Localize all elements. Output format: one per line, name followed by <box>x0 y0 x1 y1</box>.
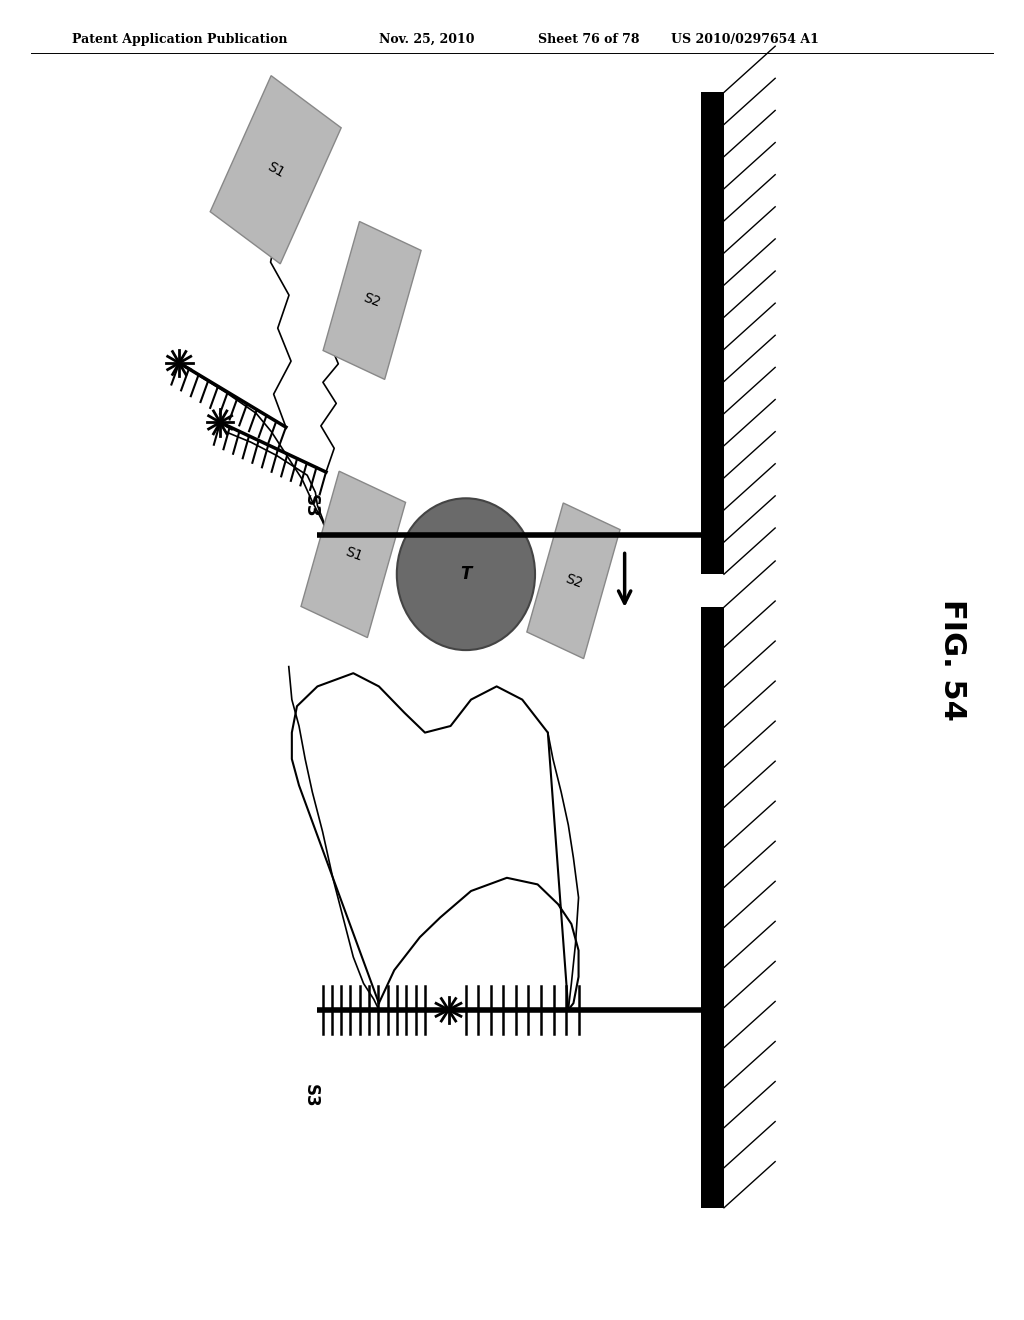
Text: S3: S3 <box>302 494 321 517</box>
Text: S3: S3 <box>302 1084 321 1107</box>
FancyBboxPatch shape <box>324 222 421 379</box>
Text: FIG. 54: FIG. 54 <box>938 599 967 721</box>
Text: S1: S1 <box>343 545 364 564</box>
Text: Nov. 25, 2010: Nov. 25, 2010 <box>379 33 474 46</box>
Text: Patent Application Publication: Patent Application Publication <box>72 33 287 46</box>
Text: US 2010/0297654 A1: US 2010/0297654 A1 <box>671 33 818 46</box>
FancyBboxPatch shape <box>210 75 341 264</box>
Text: Sheet 76 of 78: Sheet 76 of 78 <box>538 33 639 46</box>
FancyBboxPatch shape <box>526 503 621 659</box>
FancyBboxPatch shape <box>301 471 406 638</box>
Text: S2: S2 <box>361 290 383 310</box>
Bar <box>701 92 724 574</box>
Text: T: T <box>460 565 472 583</box>
Bar <box>701 607 724 1208</box>
Ellipse shape <box>396 499 535 651</box>
Text: S1: S1 <box>264 160 287 181</box>
Text: S2: S2 <box>563 572 584 590</box>
